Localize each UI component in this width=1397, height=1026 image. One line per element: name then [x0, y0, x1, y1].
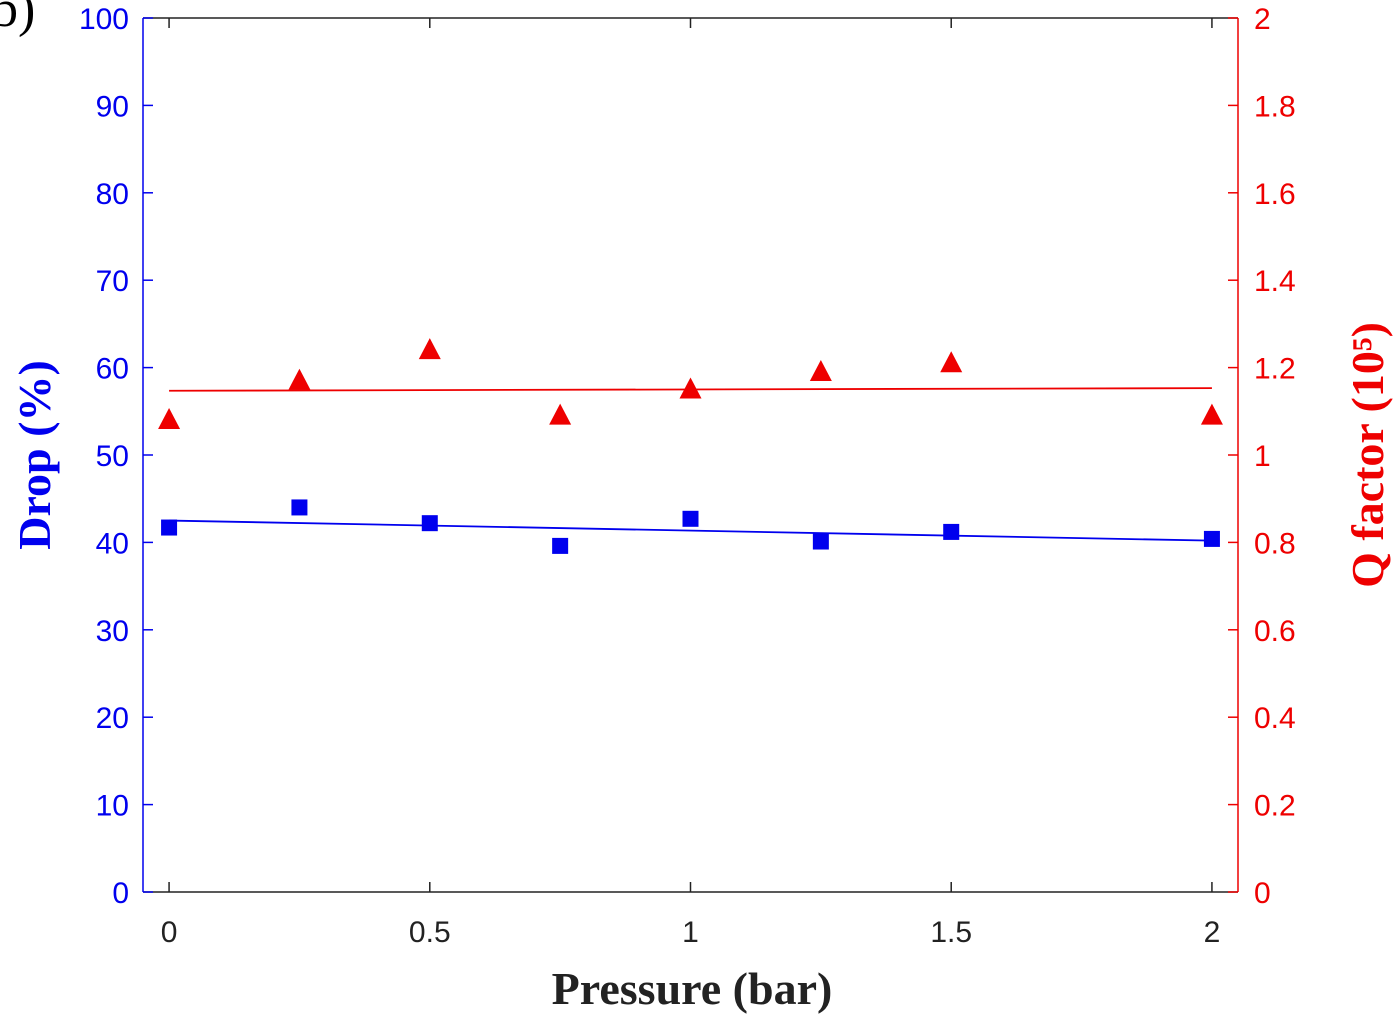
- right-y-tick-label: 1.2: [1254, 353, 1296, 386]
- q-factor-data-point: [549, 403, 572, 425]
- x-tick-label: 2: [1204, 916, 1221, 949]
- right-y-tick-label: 0.2: [1254, 790, 1296, 823]
- q-factor-data-point: [940, 351, 963, 373]
- drop-data-point: [812, 533, 829, 550]
- drop-data-point: [943, 523, 960, 540]
- axes-frame: [142, 17, 1239, 893]
- panel-label: b): [0, 0, 35, 38]
- q-factor-data-point: [679, 377, 702, 399]
- drop-data-point: [291, 499, 308, 516]
- left-y-tick-label: 80: [96, 178, 129, 211]
- x-tick-label: 1.5: [930, 916, 972, 949]
- drop-data-point: [421, 515, 438, 532]
- right-y-tick-label: 2: [1254, 3, 1271, 36]
- data-markers: [158, 338, 1223, 554]
- left-y-tick-label: 100: [79, 3, 129, 36]
- x-tick-label: 0: [161, 916, 178, 949]
- x-axis-ticks: 0 0.5 1 1.5 2: [161, 18, 1221, 949]
- x-tick-label: 0.5: [409, 916, 451, 949]
- left-y-tick-label: 50: [96, 440, 129, 473]
- q-factor-data-point: [418, 338, 441, 360]
- left-y-axis-ticks: 0 10 20 30 40 50 60 70 80 90 100: [79, 3, 153, 910]
- drop-data-point: [1203, 530, 1220, 547]
- right-y-tick-label: 1.8: [1254, 90, 1296, 123]
- drop-fit-line: [169, 519, 1212, 542]
- x-axis-title: Pressure (bar): [552, 963, 833, 1014]
- left-y-tick-label: 10: [96, 790, 129, 823]
- left-y-tick-label: 90: [96, 90, 129, 123]
- q-factor-data-point: [288, 368, 311, 390]
- left-y-tick-label: 60: [96, 353, 129, 386]
- left-y-tick-label: 0: [112, 877, 129, 910]
- q-factor-data-point: [809, 359, 832, 381]
- right-y-tick-label: 1: [1254, 440, 1271, 473]
- right-y-axis-ticks: 0 0.2 0.4 0.6 0.8 1 1.2 1.4 1.6 1.8 2: [1228, 3, 1296, 910]
- drop-data-point: [682, 510, 699, 527]
- right-y-tick-label: 0.8: [1254, 527, 1296, 560]
- q-factor-data-point: [1200, 403, 1223, 425]
- drop-data-point: [552, 537, 569, 554]
- right-y-tick-label: 0.4: [1254, 702, 1296, 735]
- left-y-tick-label: 40: [96, 527, 129, 560]
- left-y-axis-title: Drop (%): [9, 360, 60, 550]
- left-y-tick-label: 70: [96, 265, 129, 298]
- x-tick-label: 1: [682, 916, 699, 949]
- right-y-tick-label: 1.4: [1254, 265, 1296, 298]
- left-y-tick-label: 20: [96, 702, 129, 735]
- q-factor-data-point: [158, 408, 181, 430]
- right-y-tick-label: 0: [1254, 877, 1271, 910]
- right-y-axis-title: Q factor (10⁵): [1342, 322, 1393, 588]
- right-y-tick-label: 0.6: [1254, 615, 1296, 648]
- right-y-tick-label: 1.6: [1254, 178, 1296, 211]
- drop-data-point: [161, 519, 178, 536]
- left-y-tick-label: 30: [96, 615, 129, 648]
